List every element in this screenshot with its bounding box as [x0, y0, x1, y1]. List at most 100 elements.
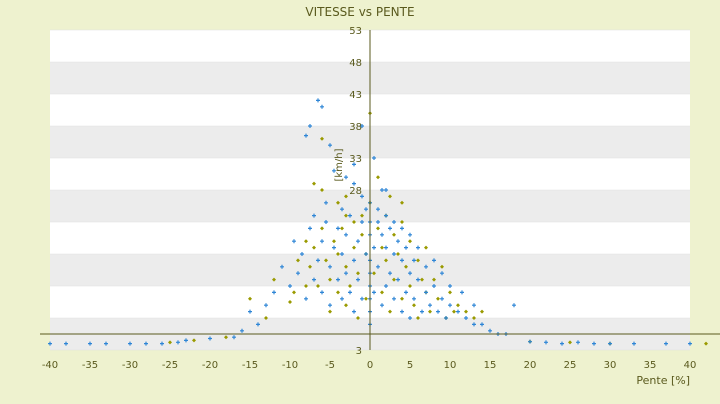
data-point: [436, 296, 440, 301]
data-point: [396, 239, 400, 244]
data-point: [376, 226, 380, 231]
data-point: [376, 207, 380, 212]
data-point: [460, 290, 464, 295]
data-point: [392, 277, 396, 282]
data-point: [144, 341, 148, 346]
data-point: [304, 296, 308, 301]
data-point: [328, 277, 332, 282]
data-point: [292, 290, 296, 295]
data-point: [344, 194, 348, 199]
data-point: [360, 124, 364, 128]
data-point: [444, 316, 448, 320]
data-point: [400, 296, 404, 301]
data-point: [448, 290, 452, 295]
data-point: [632, 341, 636, 346]
y-tick-label: 33: [349, 154, 362, 165]
data-point: [472, 316, 476, 320]
x-tick-label: 5: [407, 360, 413, 371]
data-point: [344, 264, 348, 269]
data-point: [160, 341, 164, 346]
data-point: [480, 309, 484, 314]
data-point: [400, 226, 404, 231]
data-point: [320, 239, 324, 244]
data-point: [408, 239, 412, 244]
data-point: [280, 264, 284, 269]
data-point: [176, 340, 180, 345]
data-point: [304, 284, 308, 288]
data-point: [592, 341, 596, 346]
data-point: [392, 296, 396, 301]
data-point: [432, 258, 436, 263]
data-point: [272, 290, 276, 295]
data-point: [248, 309, 252, 314]
x-tick-label: -10: [282, 360, 298, 371]
y-tick-label: 53: [349, 26, 362, 37]
data-point: [400, 258, 404, 263]
data-point: [300, 252, 304, 256]
data-point: [192, 338, 196, 343]
data-point: [388, 226, 392, 231]
data-point: [264, 303, 268, 308]
data-point: [416, 258, 420, 263]
data-point: [384, 188, 388, 192]
data-point: [560, 341, 564, 346]
data-point: [324, 200, 328, 205]
data-point: [364, 252, 368, 256]
axes: [40, 30, 720, 350]
data-point: [340, 226, 344, 231]
data-point: [424, 290, 428, 295]
data-point: [356, 277, 360, 282]
data-point: [340, 207, 344, 212]
data-point: [456, 309, 460, 314]
data-point: [296, 271, 300, 276]
data-point: [392, 220, 396, 224]
data-point: [568, 340, 572, 345]
data-point: [324, 220, 328, 224]
data-point: [388, 271, 392, 276]
data-point: [400, 220, 404, 224]
data-point: [488, 328, 492, 333]
data-point: [272, 277, 276, 282]
data-point: [416, 316, 420, 320]
data-point: [424, 245, 428, 250]
data-point: [352, 245, 356, 250]
data-point: [404, 264, 408, 269]
data-point: [472, 322, 476, 327]
data-point: [388, 194, 392, 199]
data-point: [688, 341, 692, 346]
data-point: [384, 258, 388, 263]
y-axis-label: [km/h]: [334, 148, 345, 181]
data-point: [336, 277, 340, 282]
data-point: [344, 232, 348, 237]
data-point: [324, 258, 328, 263]
data-point: [308, 264, 312, 269]
data-point: [440, 296, 444, 301]
data-point: [400, 309, 404, 314]
data-point: [316, 284, 320, 288]
data-point: [372, 290, 376, 295]
data-point: [412, 258, 416, 263]
x-tick-label: -15: [242, 360, 258, 371]
y-tick-label: 43: [349, 90, 362, 101]
data-point: [480, 322, 484, 327]
x-tick-label: 25: [564, 360, 577, 371]
data-point: [308, 226, 312, 231]
x-tick-label: 35: [644, 360, 657, 371]
data-point: [240, 328, 244, 333]
data-point: [360, 194, 364, 199]
data-point: [360, 213, 364, 218]
data-point: [296, 258, 300, 263]
data-point: [352, 220, 356, 224]
data-point: [528, 339, 532, 344]
data-point: [456, 303, 460, 308]
tick-labels: -40 -35 -30 -25 -20 -15 -10 -5 0 5 10 15 20 25 30 35 40 3…: [42, 26, 697, 371]
data-point: [320, 226, 324, 231]
data-point: [396, 277, 400, 282]
data-point: [392, 252, 396, 256]
y-tick-label: 38: [349, 122, 362, 133]
data-point: [432, 277, 436, 282]
data-point: [328, 264, 332, 269]
data-point: [308, 124, 312, 128]
